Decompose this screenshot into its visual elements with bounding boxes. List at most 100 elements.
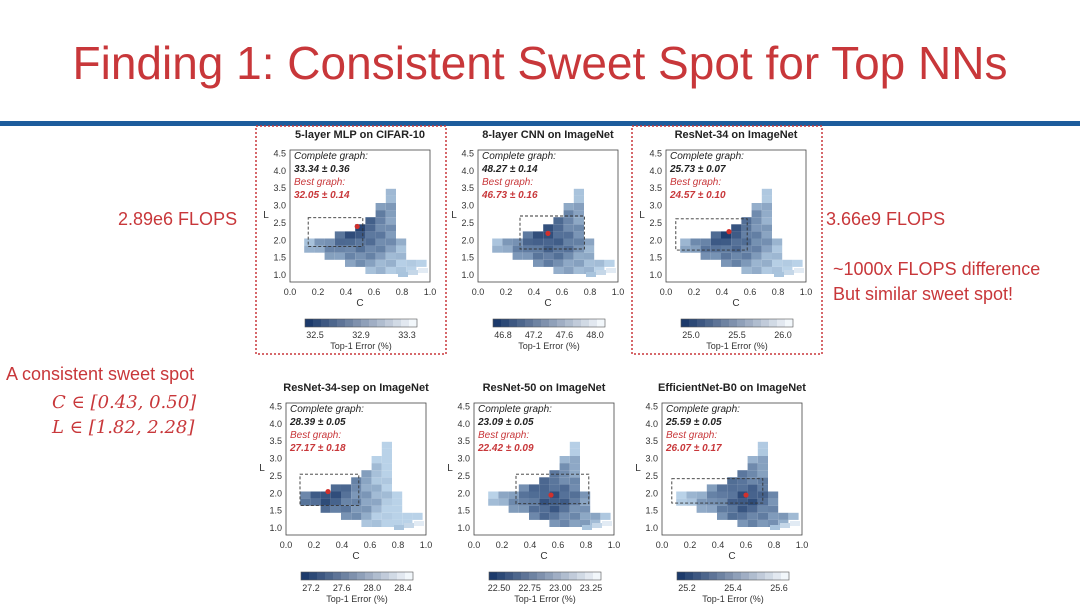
heat-cell (680, 238, 691, 246)
y-axis-label: L (639, 210, 645, 221)
colorbar-segment (517, 319, 526, 327)
heat-cell (355, 231, 366, 239)
heat-cell (416, 259, 427, 267)
heat-cell (727, 484, 738, 492)
best-graph-value: 26.07 ± 0.17 (665, 443, 722, 454)
heat-cell (741, 217, 752, 225)
colorbar-segment (317, 572, 326, 580)
heat-cell (757, 519, 768, 527)
heat-cell (300, 491, 311, 499)
sweet-spot-c-range: C ∈ [0.43, 0.50] (52, 392, 197, 413)
heat-cell (385, 224, 396, 232)
colorbar-segment (381, 572, 390, 580)
colorbar-segment (693, 572, 702, 580)
heat-cell (553, 245, 564, 253)
colorbar-tick-label: 48.0 (586, 330, 604, 340)
heat-cell (334, 238, 345, 246)
colorbar: 25.2 25.4 25.6 Top-1 Error (%) (676, 571, 790, 604)
colorbar-segment (701, 572, 710, 580)
heat-cell (553, 224, 564, 232)
heat-cell (385, 195, 396, 203)
heat-cell (512, 238, 523, 246)
heat-cell (518, 491, 529, 499)
heat-cell (721, 259, 732, 267)
colorbar-segment (521, 572, 530, 580)
x-tick-label: 0.8 (396, 287, 409, 297)
colorbar-label: Top-1 Error (%) (514, 594, 576, 604)
heat-cell (549, 484, 560, 492)
heat-cell (512, 245, 523, 253)
x-tick-label: 0.4 (336, 540, 349, 550)
heat-cell (334, 245, 345, 253)
heat-cell (355, 224, 366, 232)
heat-cell (549, 470, 560, 478)
left-flops-label: 2.89e6 FLOPS (118, 209, 238, 229)
heat-cell (533, 252, 544, 260)
similar-sweet-spot-label: But similar sweet spot! (833, 284, 1014, 304)
colorbar-label: Top-1 Error (%) (706, 341, 768, 351)
heat-cell (741, 259, 752, 267)
heat-cell (573, 217, 584, 225)
sweet-spot-box (515, 473, 590, 505)
heat-cell (563, 210, 574, 218)
colorbar-segment (389, 572, 398, 580)
heat-cell (559, 519, 570, 527)
heat-cell (385, 188, 396, 196)
heat-cell (365, 224, 376, 232)
heat-cell (381, 477, 392, 485)
chart-title: 5-layer MLP on CIFAR-10 (295, 129, 425, 141)
y-tick-label: 3.0 (461, 201, 474, 211)
heat-cell (761, 231, 772, 239)
colorbar-segment (529, 572, 538, 580)
plot-frame (473, 402, 615, 536)
colorbar-segment (493, 319, 502, 327)
chart-title: EfficientNet-B0 on ImageNet (658, 382, 806, 394)
heat-cell (768, 512, 779, 520)
heat-cell (412, 512, 423, 520)
heat-cell (341, 491, 352, 499)
heat-cell (375, 252, 386, 260)
heat-cell (580, 505, 591, 513)
chart-panel-3: ResNet-34 on ImageNet 0.0 0.2 0.4 0.6 0.8 1.0 1… (631, 125, 823, 355)
heat-cell (794, 268, 804, 273)
heat-cell (737, 484, 748, 492)
heat-cell (757, 505, 768, 513)
heat-cell (533, 245, 544, 253)
colorbar-segment (365, 572, 374, 580)
heat-cell (539, 498, 550, 506)
y-tick-label: 1.5 (457, 506, 470, 516)
x-tick-label: 0.0 (468, 540, 481, 550)
colorbar-segment (325, 572, 334, 580)
heat-cell (590, 512, 601, 520)
best-graph-label: Best graph: (670, 177, 721, 188)
heat-cell (584, 252, 595, 260)
colorbar-tick-label: 23.25 (580, 583, 603, 593)
colorbar-segment (741, 572, 750, 580)
y-tick-label: 3.0 (457, 454, 470, 464)
chart-title: ResNet-34 on ImageNet (675, 129, 798, 141)
complete-graph-value: 25.59 ± 0.05 (665, 417, 722, 428)
heat-cell (573, 195, 584, 203)
heat-cell (573, 203, 584, 211)
heat-cell (508, 505, 519, 513)
heat-cell (559, 498, 570, 506)
heat-cell (381, 505, 392, 513)
y-tick-label: 2.0 (269, 488, 282, 498)
heat-cell (529, 498, 540, 506)
heat-cell (371, 491, 382, 499)
y-tick-label: 1.0 (461, 270, 474, 280)
y-tick-label: 2.5 (461, 218, 474, 228)
best-graph-marker (743, 492, 749, 498)
heat-cell (345, 245, 356, 253)
heat-cell (737, 470, 748, 478)
highlight-frame (255, 125, 447, 355)
colorbar-segment (401, 319, 410, 327)
heat-cell (761, 224, 772, 232)
heat-cell (361, 498, 372, 506)
colorbar-frame (300, 571, 414, 581)
heat-cell (396, 252, 407, 260)
heat-cell (569, 505, 580, 513)
heat-cell (492, 238, 503, 246)
colorbar-tick-label: 25.4 (724, 583, 742, 593)
x-tick-label: 0.8 (772, 287, 785, 297)
